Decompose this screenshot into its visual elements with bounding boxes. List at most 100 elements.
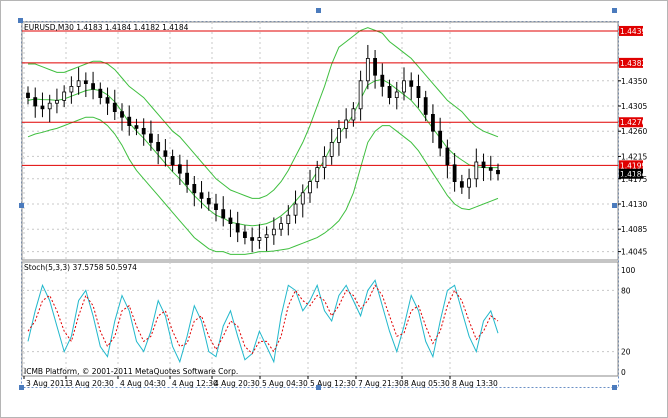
candle-body	[423, 97, 428, 115]
candle-body	[264, 234, 269, 239]
band-upper	[28, 27, 499, 199]
candle-body	[163, 150, 168, 157]
y-tick-label: 1.4085	[621, 225, 647, 234]
y-tick-label: 1.4215	[621, 152, 647, 161]
candle-body	[156, 141, 161, 152]
handle-bottom-left[interactable]	[19, 385, 24, 390]
stoch-main-line	[27, 279, 499, 364]
handle-middle-right[interactable]	[612, 203, 617, 208]
candle-body	[127, 116, 132, 126]
x-tick-label: 7 Aug 21:30	[358, 379, 404, 388]
price-tag-text: 1.4439	[620, 27, 646, 36]
horizontal-lines[interactable]	[22, 30, 618, 166]
candle-body	[170, 155, 175, 166]
candle-body	[445, 147, 450, 166]
selection-handles[interactable]	[18, 8, 617, 390]
x-tick-label: 4 Aug 04:30	[120, 379, 166, 388]
price-tag	[619, 117, 643, 128]
x-tick-label: 8 Aug 13:30	[452, 379, 498, 388]
stoch-tick-label: 100	[621, 266, 636, 275]
candle-body	[83, 80, 88, 85]
grid	[22, 22, 618, 376]
candle-body	[308, 181, 312, 194]
candle-body	[62, 91, 67, 101]
copyright-text: ICMB Platform, © 2001-2011 MetaQuotes So…	[24, 367, 238, 376]
stoch-signal-line	[27, 284, 499, 355]
x-tick-label: 3 Aug 20:30	[68, 379, 114, 388]
y-tick-label: 1.4130	[621, 200, 647, 209]
candle-body	[76, 80, 81, 87]
bollinger-bands	[27, 27, 499, 255]
handle-top-left[interactable]	[18, 18, 23, 23]
x-tick-label: 4 Aug 12:30	[172, 379, 218, 388]
candle-body	[221, 209, 226, 219]
candle-body	[351, 108, 356, 121]
price-panel[interactable]	[21, 21, 619, 261]
candle-body	[358, 80, 363, 110]
handle-bottom-right[interactable]	[612, 385, 617, 390]
candle-body	[177, 164, 182, 174]
candle-body	[243, 231, 247, 238]
x-tick-label: 8 Aug 05:30	[404, 379, 450, 388]
candle-body	[380, 74, 385, 87]
candle-body	[409, 80, 414, 87]
candle-body	[192, 183, 197, 194]
y-tick-label: 1.4175	[621, 175, 647, 184]
candle-body	[488, 167, 493, 171]
x-tick-label: 5 Aug 12:30	[310, 379, 356, 388]
candle-body	[394, 91, 399, 98]
stoch-tick-label: 0	[621, 368, 626, 377]
current-price-tag	[619, 168, 643, 179]
candle-body	[286, 214, 291, 224]
price-tag	[619, 25, 643, 36]
candle-body	[438, 130, 443, 149]
x-tick-label: 4 Aug 20:30	[214, 379, 260, 388]
stochastic-lines	[27, 279, 499, 364]
candle-body	[250, 237, 255, 241]
y-tick-label: 1.4045	[621, 248, 647, 257]
band-middle	[27, 78, 498, 227]
handle-top-right[interactable]	[612, 8, 617, 13]
candle-body	[206, 197, 211, 205]
stochastic-panel[interactable]	[21, 261, 619, 377]
handle-middle-left[interactable]	[19, 203, 24, 208]
candle-body	[98, 88, 103, 98]
candle-body	[149, 133, 153, 143]
candle-body	[416, 86, 421, 99]
candle-body	[452, 164, 457, 183]
candle-body	[134, 125, 139, 129]
candle-body	[69, 86, 74, 93]
candle-body	[293, 203, 298, 216]
x-tick-label: 5 Aug 04:30	[262, 379, 308, 388]
candle-body	[329, 141, 334, 157]
candle-body	[228, 217, 233, 224]
candle-body	[322, 155, 327, 168]
y-tick-label: 1.4305	[621, 102, 647, 111]
candle-body	[40, 105, 45, 110]
candle-body	[459, 181, 464, 188]
handle-bottom-center[interactable]	[316, 385, 321, 390]
candle-body	[365, 58, 370, 82]
x-tick-label: 3 Aug 2011	[26, 379, 69, 388]
candle-body	[185, 172, 189, 185]
band-lower	[27, 116, 499, 255]
current-price-text: 1.4184	[620, 170, 646, 179]
y-tick-label: 1.4260	[621, 127, 647, 136]
chart-title: EURUSD,M30 1.4183 1.4184 1.4182 1.4184	[24, 23, 189, 32]
stoch-tick-label: 20	[621, 348, 631, 357]
candle-body	[235, 223, 240, 233]
candle-body	[26, 92, 30, 99]
candle-body	[105, 97, 110, 104]
candle-body	[431, 114, 435, 132]
price-tag-text: 1.4199	[620, 161, 646, 170]
candle-body	[47, 102, 52, 110]
candle-body	[474, 161, 479, 180]
price-tag-text: 1.4382	[620, 59, 646, 68]
stochastic-label: Stoch(5,3,3) 37.5758 50.5974	[24, 263, 137, 272]
candle-body	[300, 192, 305, 205]
handle-top-center[interactable]	[316, 8, 321, 13]
candle-body	[467, 178, 471, 188]
price-tag	[619, 57, 643, 68]
